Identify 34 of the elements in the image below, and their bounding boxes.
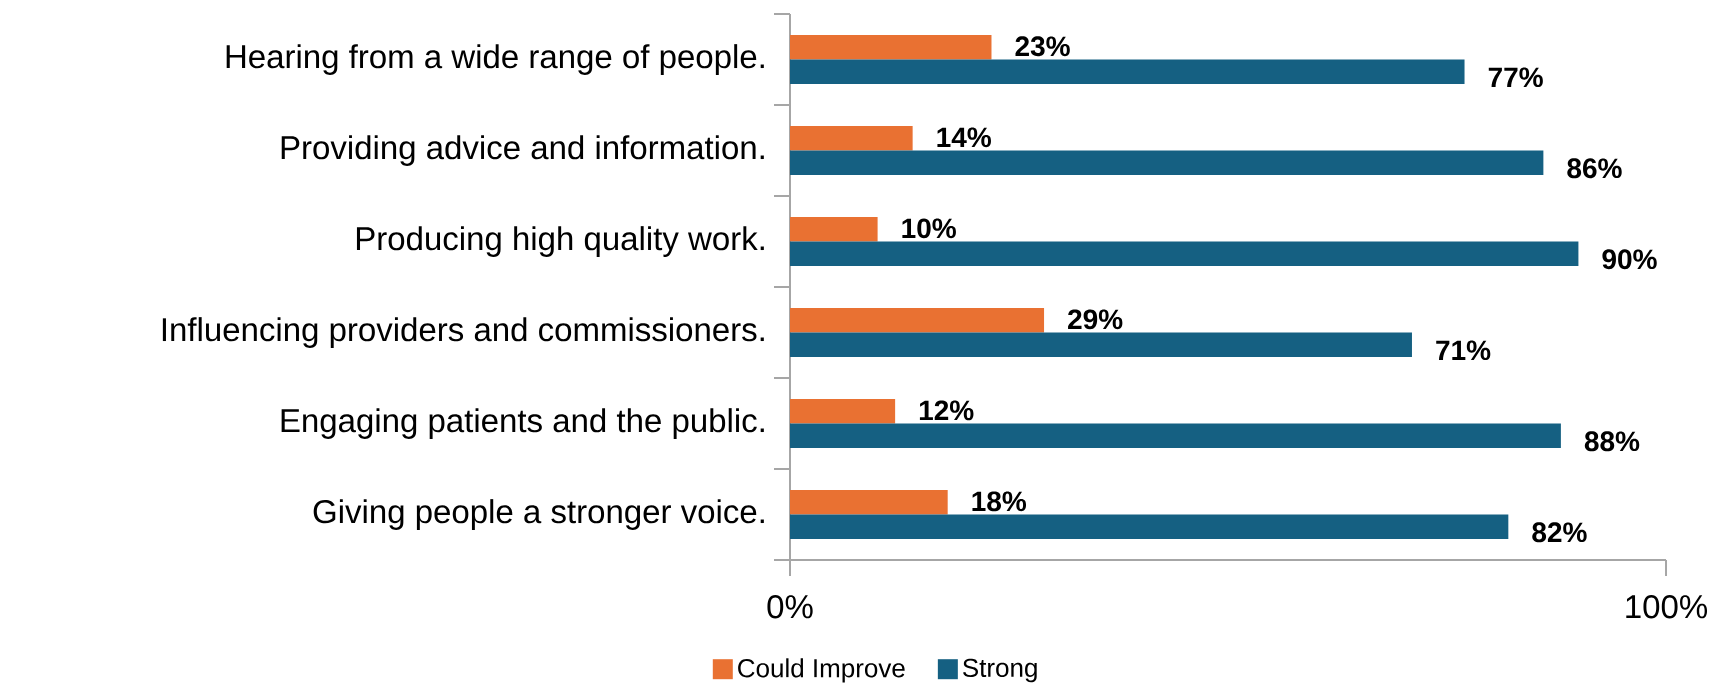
bar bbox=[790, 241, 1579, 267]
bar bbox=[790, 489, 948, 515]
bar bbox=[790, 332, 1412, 358]
y-tick-label: Producing high quality work. bbox=[356, 226, 764, 257]
bar bbox=[790, 514, 1509, 540]
data-label: 90% bbox=[1602, 249, 1657, 270]
bar bbox=[790, 59, 1465, 85]
data-label: 12% bbox=[919, 400, 974, 421]
legend-label: Strong bbox=[963, 658, 1037, 683]
y-tick-label: Giving people a stronger voice. bbox=[313, 499, 764, 530]
bar bbox=[790, 307, 1045, 333]
data-label: 86% bbox=[1567, 158, 1622, 179]
data-label: 18% bbox=[972, 491, 1027, 512]
x-tick-label: 100% bbox=[1626, 595, 1708, 619]
y-tick-label: Providing advice and information. bbox=[281, 135, 764, 166]
bar bbox=[790, 398, 896, 424]
y-tick-label: Engaging patients and the public. bbox=[281, 408, 764, 439]
data-label: 77% bbox=[1488, 67, 1543, 88]
y-tick-label: Hearing from a wide range of people. bbox=[226, 44, 764, 75]
y-tick-label: Influencing providers and commissioners. bbox=[162, 317, 764, 348]
data-label: 88% bbox=[1584, 431, 1640, 452]
bar bbox=[790, 216, 878, 242]
data-label: 71% bbox=[1436, 340, 1491, 361]
bar bbox=[790, 125, 913, 151]
data-label: 82% bbox=[1532, 522, 1587, 543]
data-label: 10% bbox=[902, 218, 956, 239]
x-tick-label: 0% bbox=[767, 595, 813, 619]
data-label: 23% bbox=[1015, 36, 1070, 57]
bar bbox=[790, 150, 1544, 176]
data-label: 29% bbox=[1068, 309, 1123, 330]
legend-label: Could Improve bbox=[738, 658, 905, 683]
data-label: 14% bbox=[937, 127, 991, 148]
bar bbox=[790, 423, 1561, 449]
bar bbox=[790, 34, 992, 60]
